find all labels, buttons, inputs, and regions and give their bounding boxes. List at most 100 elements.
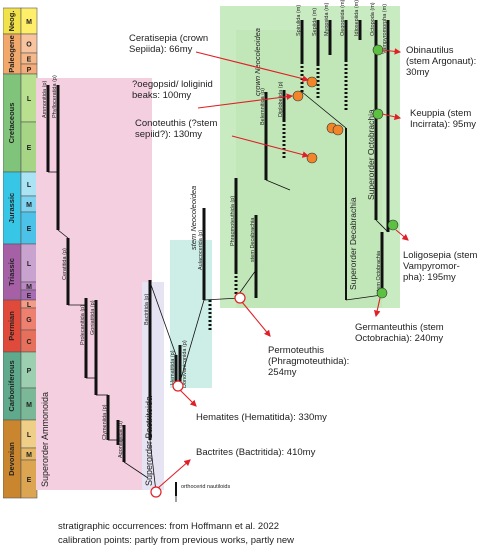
branch-oct-vamp xyxy=(375,219,389,233)
calib-dot-keuppia xyxy=(372,108,384,120)
calibration-line: pha): 195my xyxy=(403,272,456,283)
calibration-line: Ceratisepia (crown xyxy=(129,33,209,44)
label-ceratitida: Ceratitida (p) xyxy=(62,248,68,280)
calibration-label-conoteuthis: Conoteuthis (?stem sepiid?): 130my xyxy=(135,118,217,140)
calibration-line: Loligosepia (stem xyxy=(403,250,478,261)
label-myopsida: Myopsida (m) xyxy=(324,3,330,36)
label-agoniatitida: Agoniatitida (p) xyxy=(118,421,124,458)
branch-aul-phrag xyxy=(203,297,241,301)
calibration-label-hematites: Hematites (Hematitida): 330my xyxy=(196,412,327,423)
label-ammonitida: Ammonitida (p) xyxy=(42,81,48,118)
calib-dot-obinautilus xyxy=(372,44,384,56)
epoch-label-cretaceous-0: L xyxy=(27,96,32,103)
calibration-label-bactrites: Bactrites (Bactritida): 410my xyxy=(196,447,315,458)
branch-dec-oct xyxy=(345,294,383,301)
calibration-line: ?oegopsid/ loliginid xyxy=(132,79,213,90)
epoch-label-devonian-2: E xyxy=(27,477,32,484)
label-stem-octobrachia: stem Octobrachia xyxy=(376,250,382,294)
calibration-label-poegopsid: ?oegopsid/ loliginid beaks: 100my xyxy=(132,79,213,101)
label-belemnitida: Belemnitida (p) xyxy=(260,88,266,125)
branch-bact-root xyxy=(149,439,157,493)
calibration-line: Sepiida): 66my xyxy=(129,44,193,55)
arrow-obinautilus xyxy=(381,48,402,55)
label-superorder-octobrachia: Superorder Octobrachia xyxy=(366,109,376,200)
calibration-line: Keuppia (stem xyxy=(410,108,472,119)
calibration-line: Conoteuthis (?stem xyxy=(135,118,218,129)
branch-bel-dip xyxy=(265,179,291,191)
calibration-line: Vampyromor- xyxy=(403,261,460,272)
period-label-neogene: Neog. xyxy=(7,11,16,32)
bactritoida-box xyxy=(142,282,164,490)
arrow-keuppia xyxy=(381,113,402,121)
branch-bact-hem xyxy=(149,281,177,356)
arrow-ceratisepia xyxy=(195,51,310,82)
label-hematitida: Hematitida (p) xyxy=(170,350,176,385)
arrow-poegopsid xyxy=(197,93,294,109)
period-label-jurassic: Jurassic xyxy=(7,193,16,223)
epoch-label-carboniferous-1: M xyxy=(26,402,32,409)
label-diplobelida: Diplobelida (p) xyxy=(278,81,284,117)
footer-line-1: stratigraphic occurrences: from Hoffmann… xyxy=(58,521,280,532)
label-superorder-bactritoida: Superorder Bactritoida xyxy=(144,396,154,486)
epoch-label-paleogene-0: O xyxy=(26,42,32,49)
arrow-conoteuthis xyxy=(231,135,310,158)
label-stem-decabrachia: stem Decabrachia xyxy=(250,217,256,262)
calibration-label-loligosepia: Loligosepia (stem Vampyromor-pha): 195my xyxy=(403,250,477,283)
calib-dot-ceratisepia xyxy=(306,76,318,88)
branch-ago-root xyxy=(123,461,149,479)
calibration-line: beaks: 100my xyxy=(132,90,192,101)
period-label-permian: Permian xyxy=(7,311,16,341)
branch-don-aul xyxy=(179,299,205,383)
period-label-cretaceous: Cretaceous xyxy=(7,103,16,144)
label-vampyromorpha: Vampyromorpha (m) xyxy=(382,4,388,54)
epoch-label-neogene-0: M xyxy=(26,19,32,26)
arrow-loligosepia xyxy=(395,229,409,241)
label-goniatitida: Goniatitida (p) xyxy=(90,300,96,335)
branch-deca-crown xyxy=(301,91,347,129)
label-superorder-ammonoida: Superorder Ammonoida xyxy=(40,392,50,487)
arrow-bactrites xyxy=(157,459,191,489)
epoch-label-permian-1: G xyxy=(26,317,32,324)
label-spirulida: Spirulida (m) xyxy=(296,5,302,36)
label-aulacocerida: Aulacocerida (p) xyxy=(198,230,204,270)
calib-dot-conoteuthis xyxy=(306,152,318,164)
epoch-label-devonian-1: M xyxy=(26,452,32,459)
arrow-permoteuthis xyxy=(241,301,271,337)
label-crown-neocoleoidea: crown Neocoleoidea xyxy=(253,28,262,96)
calibration-line: 254my xyxy=(268,367,297,378)
calibration-line: Obinautilus xyxy=(406,45,454,56)
calibration-line: Germanteuthis (stem xyxy=(355,322,444,333)
epoch-label-triassic-0: L xyxy=(27,261,32,268)
calibration-label-keuppia: Keuppia (stem Incirrata): 95my xyxy=(410,108,476,130)
epoch-label-devonian-0: L xyxy=(27,432,32,439)
period-label-paleogene: Paleogene xyxy=(7,35,16,73)
label-bactritida: Bactritida (p) xyxy=(144,294,150,325)
calibration-label-ceratisepia: Ceratisepia (crown Sepiida): 66my xyxy=(129,33,208,55)
period-label-devonian: Devonian xyxy=(7,442,16,476)
calibration-line: (stem Argonaut): xyxy=(406,56,477,67)
label-prolecanitida: Prolecanitida (p) xyxy=(80,305,86,345)
epoch-label-paleogene-2: P xyxy=(27,67,32,74)
calibration-label-permoteuthis: Permoteuthis (Phragmoteuthida): 254my xyxy=(268,345,349,378)
calibration-label-germanteuthis: Germanteuthis (stem Octobrachia): 240my xyxy=(355,322,444,344)
calibration-line: Bactrites (Bactritida): 410my xyxy=(196,447,316,458)
calibration-line: sepiid?): 130my xyxy=(135,129,203,140)
footer-line-2: calibration points: partly from previous… xyxy=(58,535,295,546)
calibration-line: Octobrachia): 240my xyxy=(355,333,444,344)
label-idiosepiida: Idiosepiida (m) xyxy=(354,0,360,36)
calibration-line: Incirrata): 95my xyxy=(410,119,476,130)
arrow-hematites xyxy=(179,389,197,407)
label-sepiida: Sepiida (m) xyxy=(312,8,318,36)
label-phragmoteuthida: Phragmoteuthida (p) xyxy=(230,196,236,246)
ammonoida-box xyxy=(36,78,152,490)
epoch-label-permian-0: L xyxy=(27,302,32,309)
calib-ring-permoteuthis xyxy=(234,292,246,304)
label-phylloceratida: Phylloceratida (p) xyxy=(52,75,58,118)
calib-dot-poegopsid xyxy=(292,90,304,102)
calibration-label-obinautilus: Obinautilus (stem Argonaut): 30my xyxy=(406,45,476,78)
epoch-label-carboniferous-0: P xyxy=(27,368,32,375)
calib-ring-hematites xyxy=(172,380,184,392)
label-superorder-decabrachia: Superorder Decabrachia xyxy=(348,197,358,290)
